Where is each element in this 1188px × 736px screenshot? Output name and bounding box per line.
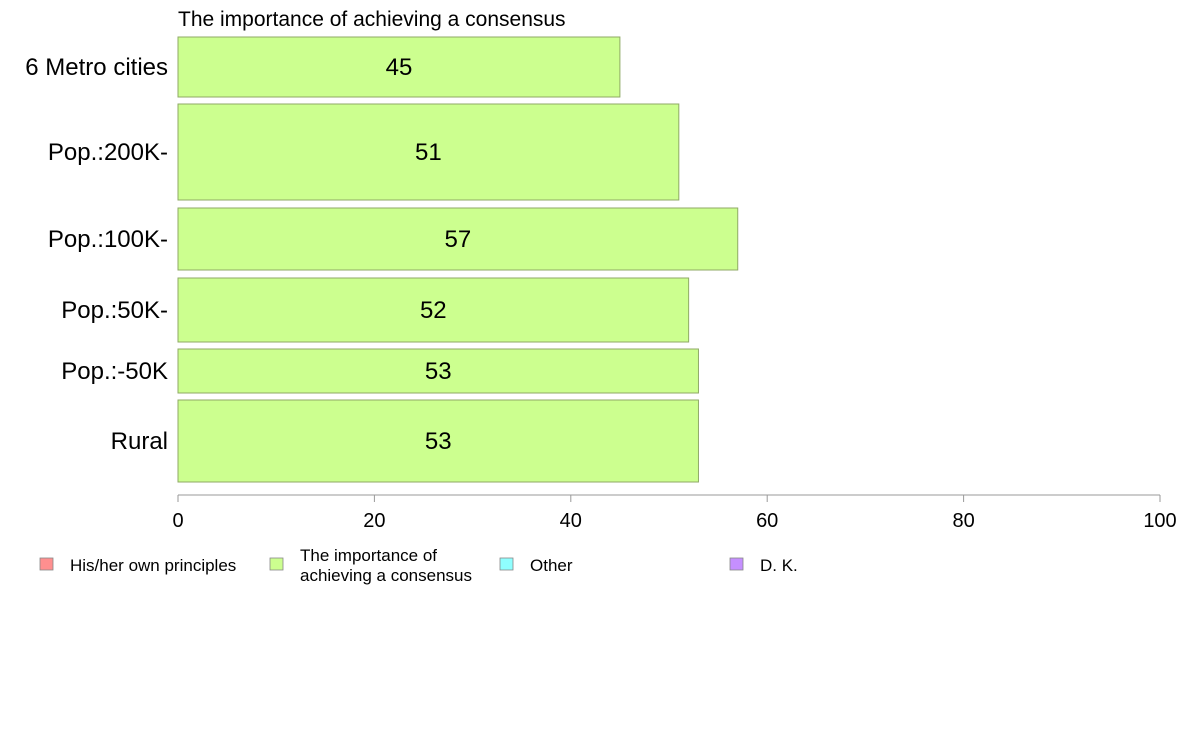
x-axis: 0 20 40 60 80 100 <box>172 494 1177 532</box>
bar-value-label: 45 <box>386 54 413 81</box>
x-tick-label: 40 <box>560 510 582 532</box>
category-label: Pop.:-50K <box>61 358 168 385</box>
bar <box>177 103 680 201</box>
legend-label: achieving a consensus <box>300 566 472 585</box>
bar-value-label: 53 <box>425 428 452 455</box>
legend-swatch <box>39 557 54 571</box>
bar-value-label: 51 <box>415 139 442 166</box>
legend: His/her own principles The importance ofa… <box>39 546 798 585</box>
x-tick-label: 0 <box>172 510 183 532</box>
bar-value-label: 52 <box>420 297 447 324</box>
x-tick-label: 100 <box>1143 510 1176 532</box>
bar <box>177 207 739 271</box>
bar <box>177 399 699 483</box>
legend-label: His/her own principles <box>70 556 236 575</box>
category-label: Rural <box>111 428 168 455</box>
bar <box>177 36 621 98</box>
x-tick-label: 20 <box>363 510 385 532</box>
category-label: Pop.:100K- <box>48 226 168 253</box>
category-label: 6 Metro cities <box>25 54 168 81</box>
legend-swatch <box>729 557 744 571</box>
category-label: Pop.:50K- <box>61 297 168 324</box>
legend-swatch <box>269 557 284 571</box>
x-tick-label: 60 <box>756 510 778 532</box>
category-label: Pop.:200K- <box>48 139 168 166</box>
x-tick-label: 80 <box>952 510 974 532</box>
bar-value-label: 53 <box>425 358 452 385</box>
chart-title: The importance of achieving a consensus <box>178 8 566 31</box>
legend-label: D. K. <box>760 556 798 575</box>
bar-value-label: 57 <box>445 226 472 253</box>
bar <box>177 277 690 343</box>
bars: 6 Metro cities 45 Pop.:200K- 51 Pop.:100K- 57… <box>25 36 739 483</box>
legend-label: Other <box>530 556 573 575</box>
legend-label: The importance of <box>300 546 437 565</box>
bar <box>177 348 699 394</box>
legend-swatch <box>499 557 514 571</box>
